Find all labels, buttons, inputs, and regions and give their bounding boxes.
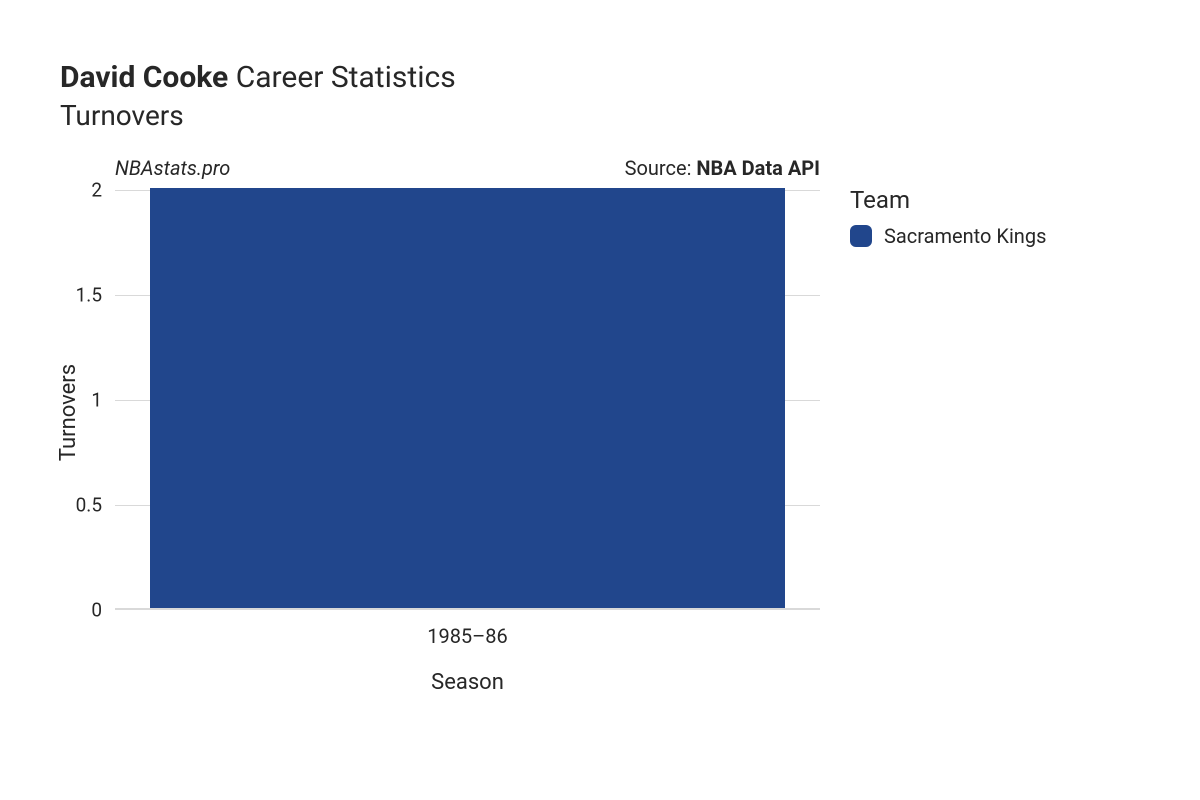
legend-label: Sacramento Kings xyxy=(884,224,1046,248)
y-tick-label: 1.5 xyxy=(76,284,102,307)
title-suffix: Career Statistics xyxy=(236,60,456,95)
y-tick-label: 0.5 xyxy=(76,494,102,517)
y-tick-label: 0 xyxy=(91,599,102,622)
legend: Team Sacramento Kings xyxy=(850,186,1046,248)
y-axis: 00.511.52 xyxy=(60,190,110,610)
source-name: NBA Data API xyxy=(696,156,820,180)
plot-area xyxy=(115,190,820,610)
legend-title: Team xyxy=(850,186,1046,214)
x-tick-label: 1985–86 xyxy=(427,624,508,648)
bar xyxy=(150,188,785,608)
legend-swatch xyxy=(850,225,872,247)
y-tick-label: 1 xyxy=(91,389,102,412)
player-name: David Cooke xyxy=(60,60,228,95)
source-attribution: Source: NBA Data API xyxy=(625,156,820,180)
source-prefix: Source: xyxy=(625,156,697,180)
legend-item: Sacramento Kings xyxy=(850,224,1046,248)
x-axis-label: Season xyxy=(115,670,820,695)
watermark: NBAstats.pro xyxy=(115,156,230,180)
y-tick-label: 2 xyxy=(91,179,102,202)
chart-title: David Cooke Career Statistics xyxy=(60,60,456,95)
chart-subtitle: Turnovers xyxy=(60,99,456,132)
plot-header: NBAstats.pro Source: NBA Data API xyxy=(115,156,820,180)
